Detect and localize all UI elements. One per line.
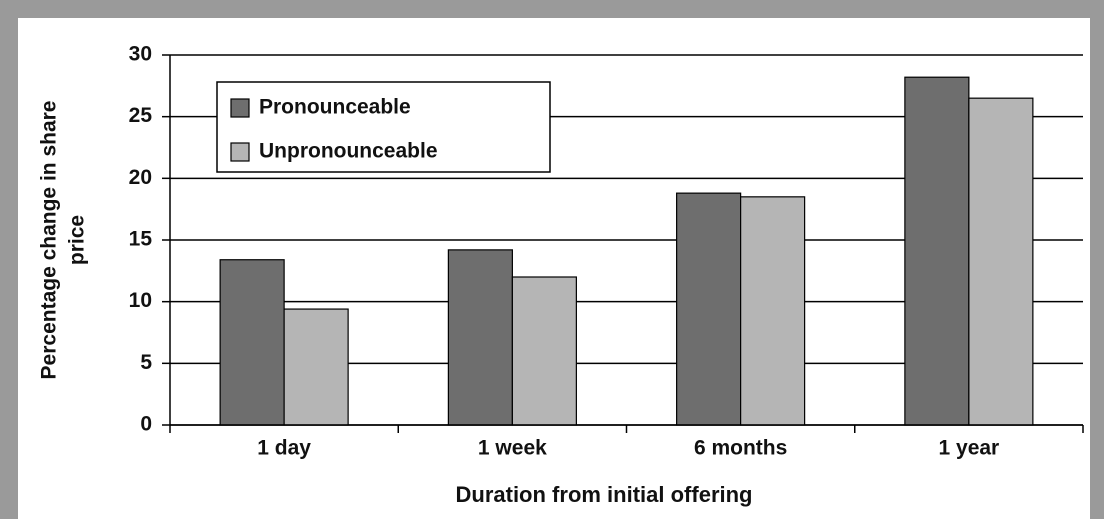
y-axis-label: Percentage change in share price [38, 101, 89, 380]
bar [968, 97, 1034, 426]
y-tick-label: 10 [129, 289, 152, 312]
x-tick-label: 1 week [478, 437, 547, 460]
y-tick-label: 25 [129, 104, 153, 127]
y-tick-label: 20 [129, 166, 152, 189]
legend-label: Pronounceable [259, 96, 411, 119]
y-tick-label: 5 [140, 351, 152, 374]
bar [511, 276, 577, 426]
y-axis-label-line: Percentage change in share [38, 101, 61, 380]
legend-label: Unpronounceable [259, 140, 438, 163]
x-tick-label: 6 months [694, 437, 787, 460]
legend-swatch [230, 98, 250, 118]
y-tick-label: 30 [129, 43, 152, 66]
x-tick-label: 1 day [257, 437, 311, 460]
bar [283, 308, 349, 426]
y-tick-label: 15 [129, 228, 153, 251]
bar [219, 259, 285, 426]
y-axis-label-line: price [66, 215, 89, 265]
bar [676, 192, 742, 426]
x-tick-label: 1 year [939, 437, 1000, 460]
legend-swatch [230, 142, 250, 162]
x-axis-label: Duration from initial offering [456, 482, 753, 507]
y-tick-label: 0 [140, 413, 152, 436]
bar [740, 196, 806, 426]
bar [447, 249, 513, 426]
legend-box [216, 81, 551, 173]
bar [904, 76, 970, 426]
